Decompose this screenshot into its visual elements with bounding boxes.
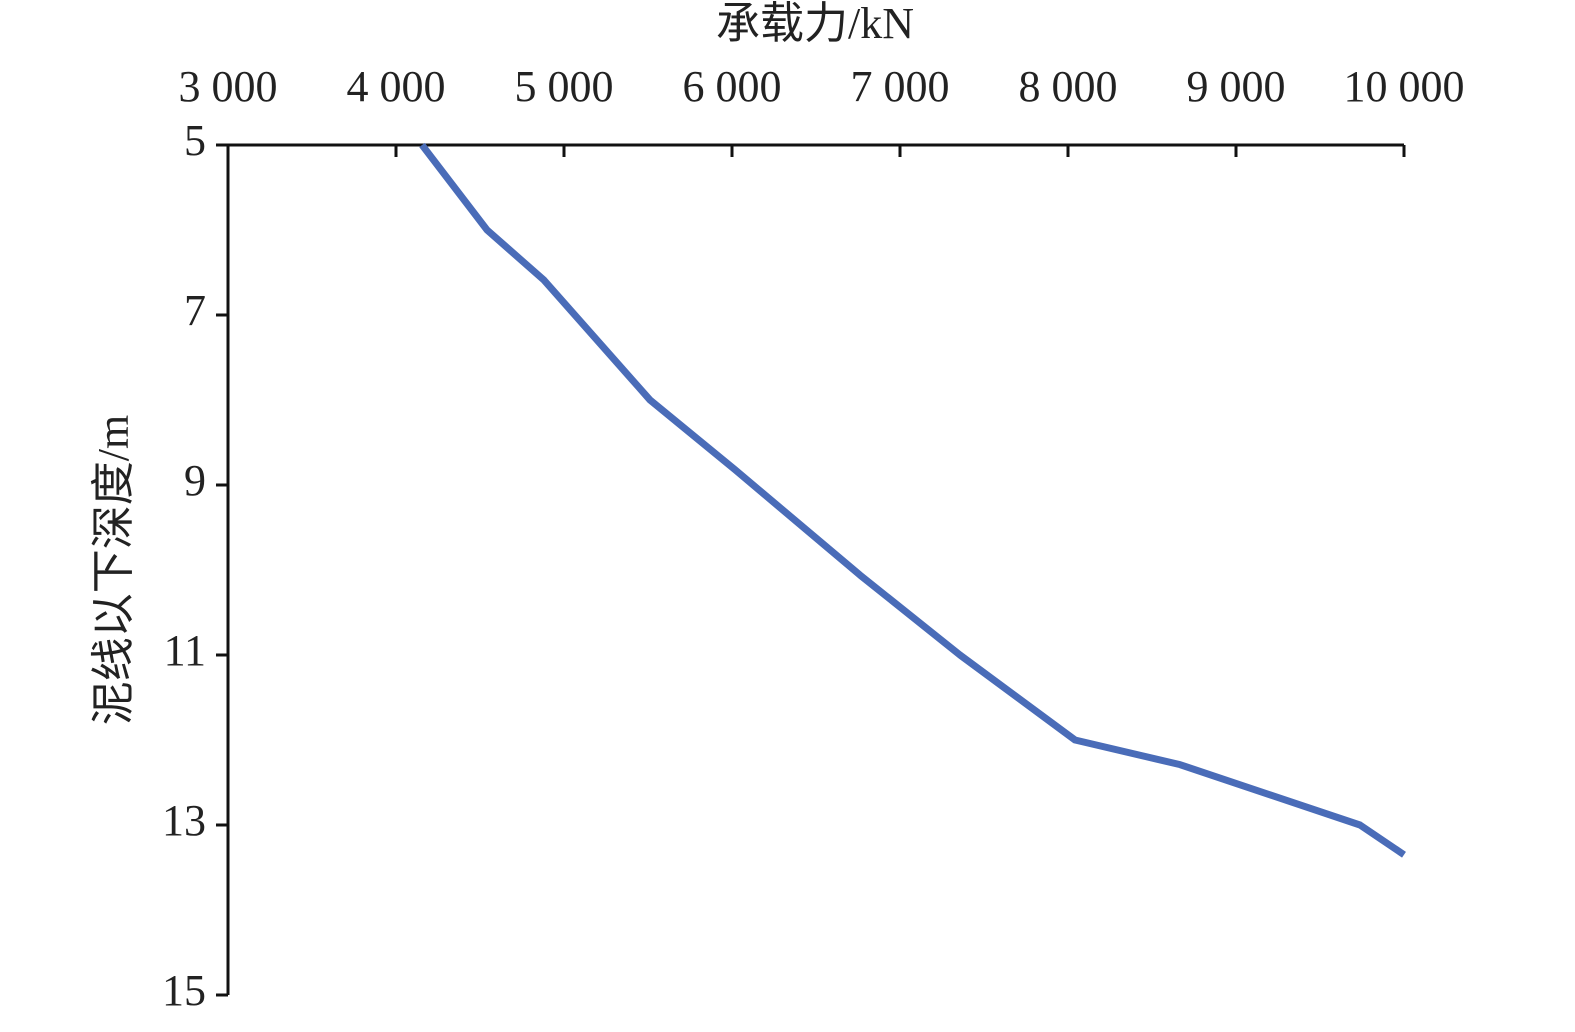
x-tick-label: 8 000 [1019,62,1118,111]
data-line [419,142,1406,858]
x-tick-label: 7 000 [851,62,950,111]
y-tick-label: 13 [162,796,206,845]
y-tick-label: 5 [184,116,206,165]
x-tick-label: 5 000 [515,62,614,111]
x-tick-label: 6 000 [683,62,782,111]
y-tick-label: 11 [164,626,206,675]
x-tick-label: 3 000 [179,62,278,111]
x-tick-label: 4 000 [347,62,446,111]
x-tick-label: 10 000 [1344,62,1465,111]
y-axis-title: 泥线以下深度/m [89,415,138,725]
y-tick-label: 7 [184,286,206,335]
x-tick-label: 9 000 [1187,62,1286,111]
y-tick-label: 9 [184,456,206,505]
y-tick-label: 15 [162,966,206,1015]
x-axis-title: 承载力/kN [716,0,914,48]
